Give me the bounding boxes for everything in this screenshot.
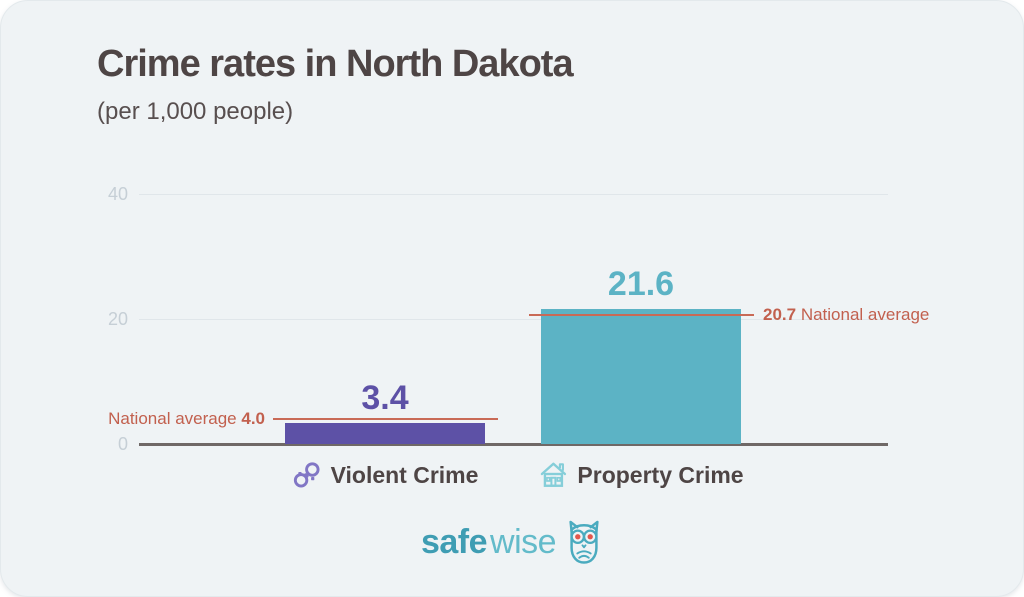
y-tick-40: 40: [107, 184, 128, 204]
avg-label-text: National average: [800, 304, 930, 324]
y-tick-0: 0: [117, 434, 128, 454]
owl-icon: [569, 520, 599, 564]
national-average-line-violent: [273, 418, 498, 420]
logo-text-safe: safe: [420, 522, 488, 561]
national-average-line-property: [529, 313, 754, 316]
logo-text-wise: wise: [490, 522, 557, 561]
safewise-logo: safe wise: [1, 519, 1023, 565]
gridline-20: [139, 319, 888, 320]
value-label-violent-crime: 3.4: [361, 378, 409, 417]
avg-label-value: 20.7: [763, 304, 797, 324]
national-average-label-property: 20.7 National average: [763, 304, 929, 326]
house-icon: [540, 462, 567, 487]
bar-violent-crime: [285, 422, 485, 444]
category-label-property-crime: Property Crime: [538, 460, 744, 490]
bar-property-crime: [541, 309, 741, 444]
chart-title: Crime rates in North Dakota: [97, 43, 574, 85]
handcuffs-icon: [293, 462, 320, 488]
avg-label-value: 4.0: [241, 409, 265, 428]
chart-subtitle: (per 1,000 people): [97, 98, 294, 125]
value-label-property-crime: 21.6: [607, 265, 675, 303]
category-label-violent-crime: Violent Crime: [292, 460, 479, 490]
y-tick-20: 20: [107, 309, 128, 329]
category-label-text: Property Crime: [577, 461, 744, 488]
category-label-text: Violent Crime: [330, 461, 479, 488]
x-axis-line: [139, 443, 888, 446]
national-average-label-violent: National average 4.0: [108, 408, 265, 430]
avg-label-text: National average: [108, 409, 237, 428]
gridline-40: [139, 194, 888, 195]
